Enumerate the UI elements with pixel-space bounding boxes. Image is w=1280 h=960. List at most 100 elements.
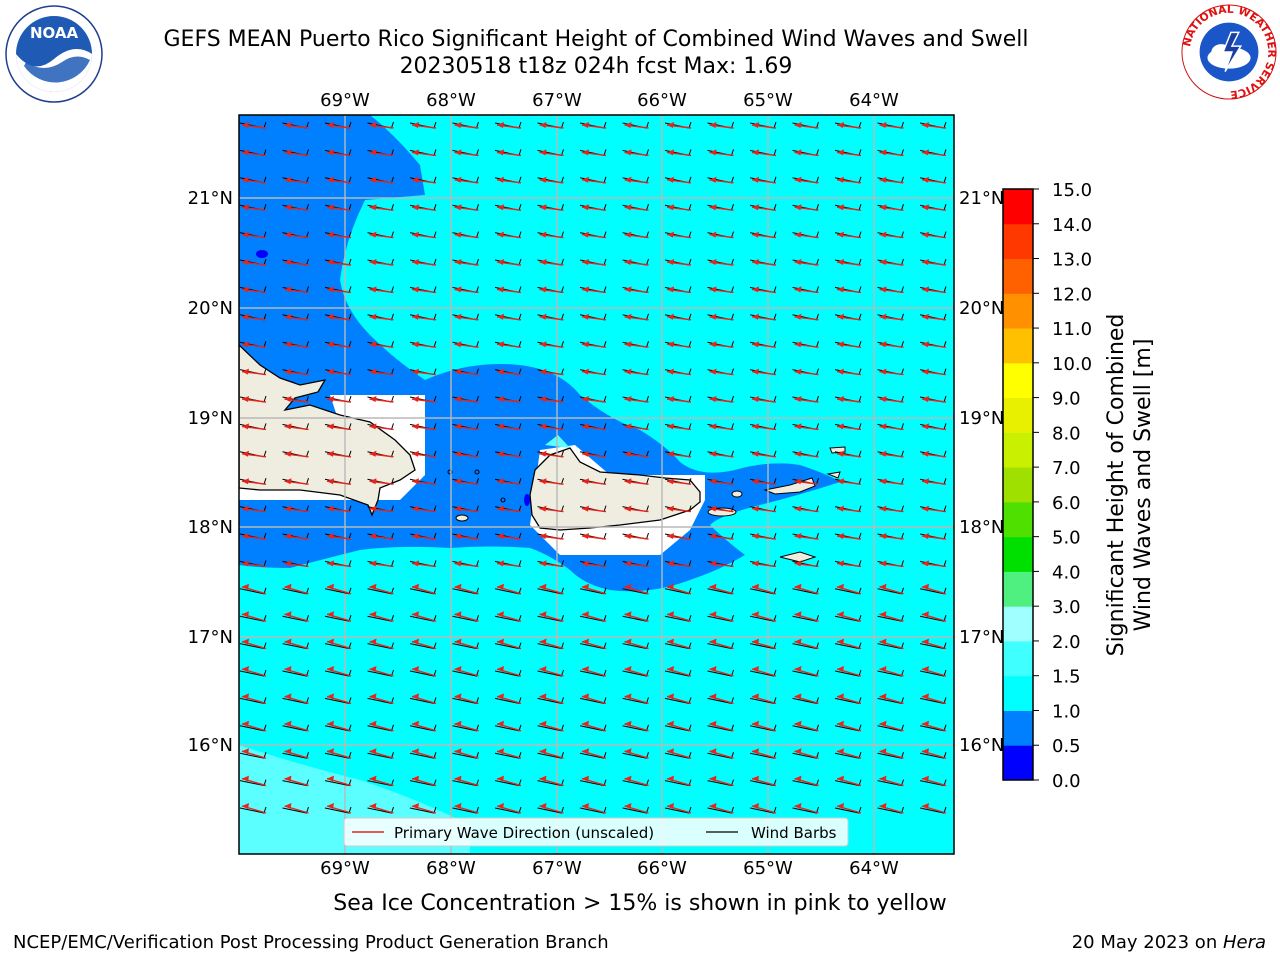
wave-direction-arrow: [241, 423, 267, 431]
legend-barb-label: Wind Barbs: [751, 824, 837, 842]
colorbar-label-line1: Significant Height of Combined: [1104, 314, 1129, 657]
wave-direction-arrow: [454, 533, 479, 540]
wave-direction-arrow: [836, 638, 862, 650]
wave-direction-arrow: [241, 803, 267, 814]
wave-direction-arrow: [581, 423, 607, 431]
wave-direction-arrow: [751, 748, 777, 759]
lat-label-right: 16°N: [959, 735, 1004, 756]
wave-direction-arrow: [581, 396, 607, 403]
wave-direction-arrow: [539, 693, 564, 705]
wave-direction-arrow: [241, 720, 267, 732]
wave-direction-arrow: [369, 478, 394, 485]
wave-direction-arrow: [326, 693, 352, 705]
wave-direction-arrow: [411, 560, 437, 568]
wave-direction-arrow: [879, 583, 904, 595]
wave-direction-arrow: [496, 204, 522, 211]
noaa-logo-icon: NOAA: [5, 5, 103, 103]
wave-direction-arrow: [794, 775, 819, 787]
wave-direction-arrow: [369, 149, 394, 157]
wave-direction-arrow: [581, 231, 607, 239]
wave-direction-arrow: [921, 396, 947, 403]
wave-direction-arrow: [326, 611, 352, 622]
wave-direction-arrow: [879, 666, 904, 677]
wave-direction-arrow: [284, 583, 309, 595]
wave-direction-arrow: [751, 533, 777, 540]
wave-direction-arrow: [836, 478, 862, 485]
wave-direction-arrow: [454, 775, 479, 787]
lon-label-bottom: 66°W: [637, 858, 687, 879]
land-mona-island: [455, 514, 469, 522]
wave-direction-arrow: [794, 583, 819, 595]
wave-direction-arrow: [794, 720, 819, 732]
wave-direction-arrow: [326, 748, 352, 759]
wave-direction-arrow: [581, 775, 607, 787]
wave-direction-arrows-layer: [241, 122, 947, 814]
wave-direction-arrow: [709, 396, 734, 403]
wave-direction-arrow: [794, 286, 819, 294]
wave-direction-arrow: [666, 611, 692, 622]
wave-direction-arrow: [921, 368, 947, 376]
wave-direction-arrow: [496, 775, 522, 787]
wave-direction-arrow: [836, 122, 862, 129]
wave-direction-arrow: [624, 423, 649, 431]
wave-direction-arrow: [879, 611, 904, 622]
wave-direction-arrow: [709, 505, 734, 513]
wave-direction-arrow: [624, 231, 649, 239]
wave-direction-arrow: [369, 666, 394, 677]
wave-direction-arrow: [624, 583, 649, 595]
wave-direction-arrow: [581, 450, 607, 458]
colorbar-tick-label: 5.0: [1052, 528, 1081, 549]
wave-direction-arrow: [539, 176, 564, 184]
wave-direction-arrow: [751, 611, 777, 622]
wave-direction-arrow: [496, 176, 522, 184]
wave-direction-arrow: [326, 720, 352, 732]
wave-direction-arrow: [751, 286, 777, 294]
wave-direction-arrow: [454, 423, 479, 431]
wave-direction-arrow: [794, 693, 819, 705]
wave-direction-arrow: [241, 693, 267, 705]
wave-direction-arrow: [496, 803, 522, 814]
wave-direction-arrow: [624, 803, 649, 814]
wave-direction-arrow: [241, 533, 267, 540]
wave-direction-arrow: [709, 368, 734, 376]
wave-direction-arrow: [879, 423, 904, 431]
wave-direction-arrow: [666, 176, 692, 184]
wave-direction-arrow: [836, 720, 862, 732]
lon-label-top: 66°W: [637, 90, 687, 111]
wave-direction-arrow: [369, 583, 394, 595]
wave-direction-arrow: [709, 286, 734, 294]
wave-direction-arrow: [836, 176, 862, 184]
wave-direction-arrow: [751, 560, 777, 568]
wave-direction-arrow: [879, 693, 904, 705]
wave-direction-arrow: [284, 368, 309, 376]
lon-label-bottom: 69°W: [320, 858, 370, 879]
colorbar-swatch: [1003, 536, 1033, 572]
footer-credit: NCEP/EMC/Verification Post Processing Pr…: [13, 932, 609, 953]
wave-direction-arrow: [581, 666, 607, 677]
lon-label-top: 69°W: [320, 90, 370, 111]
wave-direction-arrow: [709, 450, 734, 458]
wave-direction-arrow: [284, 313, 309, 321]
wave-direction-arrow: [794, 368, 819, 376]
wave-direction-arrow: [624, 560, 649, 568]
wave-direction-arrow: [666, 149, 692, 157]
colorbar-swatch: [1003, 432, 1033, 468]
wave-direction-arrow: [751, 396, 777, 403]
lat-label-left: 21°N: [188, 188, 233, 209]
wave-direction-arrow: [709, 748, 734, 759]
map-gridlines: [239, 115, 954, 854]
wave-direction-arrow: [666, 720, 692, 732]
wave-direction-arrow: [624, 611, 649, 622]
wave-direction-arrow: [836, 313, 862, 321]
colorbar-swatch: [1003, 501, 1033, 538]
wave-direction-arrow: [539, 259, 564, 266]
wave-direction-arrow: [624, 259, 649, 266]
wave-direction-arrow: [836, 666, 862, 677]
wave-direction-arrow: [326, 638, 352, 650]
wave-direction-arrow: [496, 666, 522, 677]
wave-direction-arrow: [369, 505, 394, 513]
wave-direction-arrow: [284, 341, 309, 348]
wave-direction-arrow: [411, 176, 437, 184]
wave-direction-arrow: [241, 313, 267, 321]
land-puerto-rico: [529, 447, 701, 531]
